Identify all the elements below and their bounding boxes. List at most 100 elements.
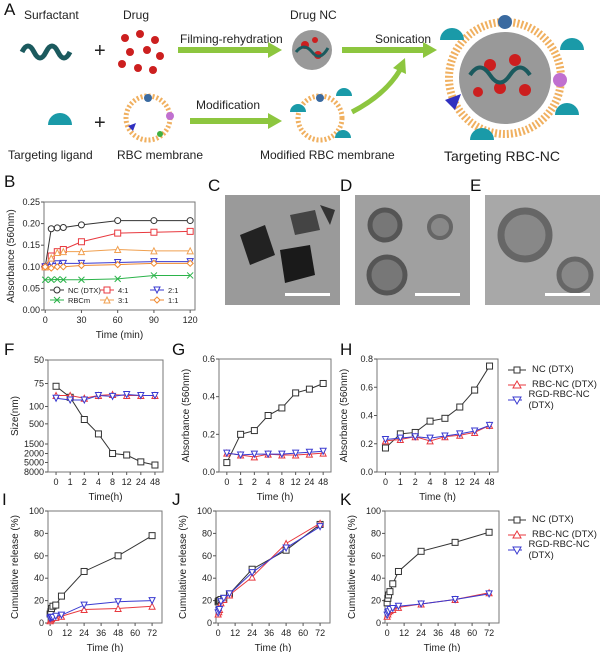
- panel-label-i: I: [2, 490, 7, 509]
- data-point: [186, 259, 194, 268]
- x-tick-label: 24: [136, 477, 146, 487]
- data-point: [278, 404, 286, 412]
- x-axis-label: Time (h): [424, 643, 461, 652]
- x-tick-label: 30: [76, 315, 86, 325]
- data-point: [456, 403, 464, 411]
- data-point: [150, 259, 158, 268]
- legend-marker-icon: [53, 286, 61, 294]
- legend-item-nc: NC (DTX): [508, 362, 600, 377]
- data-point: [41, 276, 49, 284]
- legend-item: 3:1: [100, 295, 128, 305]
- x-tick-label: 24: [247, 628, 257, 638]
- y-tick-label: 80: [34, 528, 44, 538]
- data-point: [77, 221, 85, 229]
- data-point: [59, 263, 68, 271]
- x-tick-label: 0: [383, 477, 388, 487]
- surfactant-helix-icon: [19, 43, 73, 61]
- x-tick-label: 1: [398, 477, 403, 487]
- series-line: [49, 535, 153, 615]
- series-line: [385, 424, 490, 441]
- data-point: [411, 433, 420, 441]
- series-rgd-rbc-nc-dtx-: [214, 523, 324, 618]
- data-point: [451, 595, 459, 604]
- x-tick-label: 72: [484, 628, 494, 638]
- y-tick-label: 80: [202, 528, 212, 538]
- data-point: [52, 382, 60, 390]
- series-line: [386, 531, 490, 603]
- y-tick-label: 0.00: [22, 305, 40, 315]
- data-point: [485, 421, 494, 430]
- data-point: [80, 605, 88, 614]
- y-tick-label: 20: [371, 596, 381, 606]
- tem-image-c: [225, 195, 340, 305]
- scale-bar: [415, 293, 460, 296]
- data-point: [52, 601, 60, 609]
- y-tick-label: 75: [34, 379, 44, 389]
- rbc-membrane-label: RBC membrane: [117, 148, 204, 162]
- data-point: [186, 246, 194, 255]
- y-tick-label: 40: [202, 573, 212, 583]
- x-tick-label: 1: [68, 477, 73, 487]
- series-line: [226, 450, 324, 456]
- x-tick-label: 72: [315, 628, 325, 638]
- data-point: [319, 379, 327, 387]
- y-tick-label: 0.6: [360, 382, 373, 392]
- x-axis-label: Time (h): [255, 643, 292, 652]
- data-point: [137, 391, 145, 400]
- data-point: [394, 567, 402, 575]
- modified-rbc-icon: [290, 88, 352, 143]
- x-tick-label: 72: [147, 628, 157, 638]
- x-tick-label: 12: [399, 628, 409, 638]
- x-tick-label: 4: [428, 477, 433, 487]
- y-axis-label: Cumulative release (%): [10, 515, 21, 619]
- series-rgd-rbc-nc-dtx-: [381, 421, 494, 444]
- data-point: [151, 391, 159, 400]
- data-point: [417, 600, 425, 609]
- legend-item-rbc: RBC-NC (DTX): [508, 377, 600, 392]
- data-point: [150, 228, 158, 236]
- plot-frame: [376, 358, 499, 473]
- data-point: [389, 580, 397, 588]
- filming-label: Filming-rehydration: [180, 32, 283, 46]
- chart-i: 0 20 40 60 80 100 0 12 24 36 48 60 72 Time (h) Cumulat…: [10, 506, 163, 652]
- data-point: [264, 412, 272, 419]
- y-axis-label: Cumulative release (%): [178, 515, 189, 619]
- series-3-1: [41, 245, 194, 271]
- data-point: [305, 448, 314, 457]
- data-point: [41, 263, 49, 271]
- data-point: [455, 430, 464, 438]
- y-tick-label: 0: [207, 618, 212, 628]
- data-point: [381, 444, 389, 452]
- series-line: [55, 394, 155, 401]
- legend-item: 4:1: [100, 286, 128, 295]
- y-tick-label: 0.25: [22, 197, 40, 207]
- legend-item: RBCm: [50, 296, 90, 305]
- data-point: [47, 254, 56, 262]
- schematic-graphics: [19, 15, 584, 143]
- legend-k: NC (DTX) RBC-NC (DTX) RGD-RBC-NC (DTX): [508, 512, 600, 561]
- triangle-down-marker-icon: [508, 546, 523, 555]
- x-tick-label: 60: [113, 315, 123, 325]
- series-nc-dtx-: [383, 528, 493, 607]
- series-line: [45, 274, 191, 281]
- data-point: [53, 275, 61, 283]
- y-tick-label: 40: [34, 573, 44, 583]
- x-tick-label: 90: [149, 315, 159, 325]
- legend-label: 4:1: [118, 286, 128, 295]
- data-point: [108, 392, 117, 401]
- y-tick-label: 2000: [24, 449, 44, 459]
- data-point: [114, 217, 122, 225]
- rbc-membrane-icon: [123, 93, 174, 143]
- data-point: [291, 449, 300, 458]
- data-point: [186, 217, 194, 225]
- drug-nc-label: Drug NC: [290, 8, 337, 22]
- series-nc-dtx-: [46, 532, 156, 618]
- y-axis-label: Cumulative release (%): [347, 515, 358, 619]
- x-tick-label: 8: [442, 477, 447, 487]
- legend-item-rbc: RBC-NC (DTX): [508, 527, 600, 542]
- legend-label: 2:1: [168, 286, 178, 295]
- x-tick-label: 48: [485, 477, 495, 487]
- y-axis-label: Size(nm): [10, 396, 21, 436]
